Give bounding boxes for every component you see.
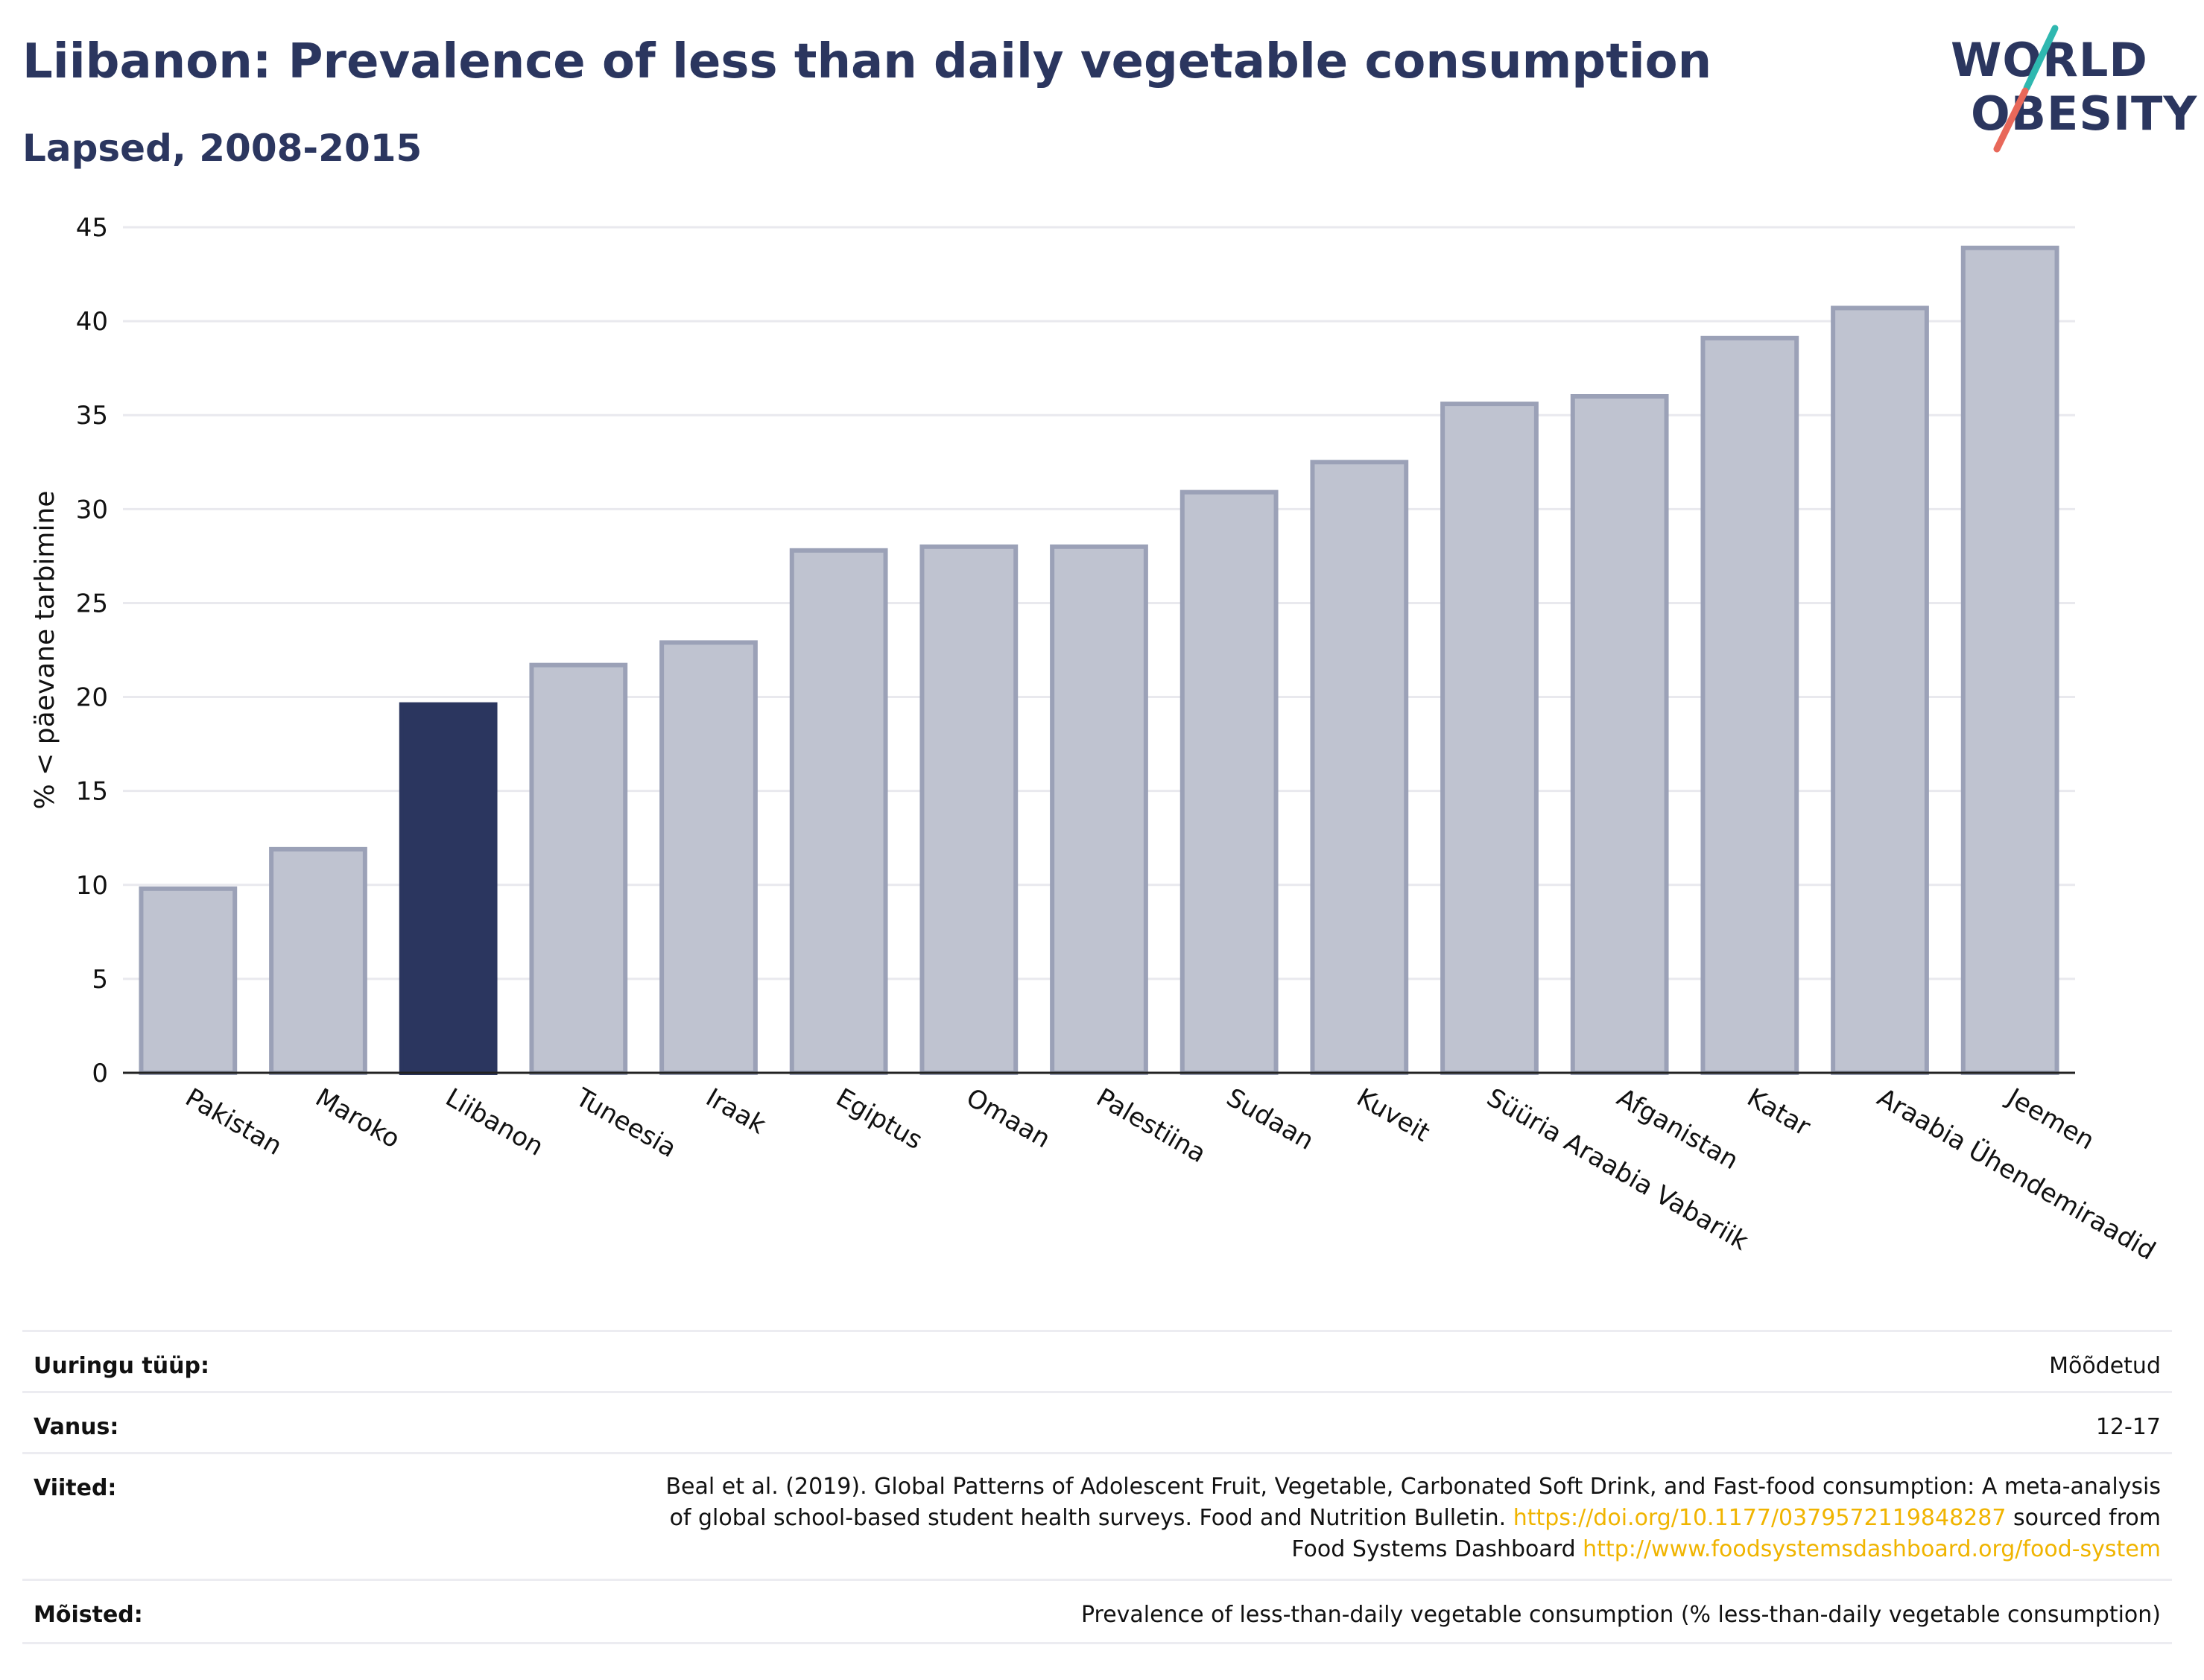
x-tick-label: Omaan — [961, 1083, 1056, 1154]
meta-value-definitions: Prevalence of less-than-daily vegetable … — [1080, 1602, 2161, 1628]
x-tick-label: Iraak — [701, 1083, 771, 1140]
y-tick-label: 10 — [76, 871, 108, 901]
bar — [919, 544, 1019, 1075]
x-tick-label: Palestiina — [1092, 1083, 1212, 1169]
bar — [1179, 489, 1279, 1075]
x-tick-label: Tuneesia — [570, 1083, 682, 1164]
x-tick-label: Sudaan — [1221, 1083, 1319, 1156]
bar — [1831, 305, 1929, 1075]
y-tick-label: 35 — [76, 401, 108, 431]
bar — [659, 640, 758, 1075]
bar — [529, 662, 628, 1075]
meta-label-age: Vanus: — [34, 1414, 119, 1440]
bar — [269, 846, 367, 1076]
doi-link[interactable]: https://doi.org/10.1177/0379572119848287 — [1513, 1505, 2007, 1531]
meta-value-age: 12-17 — [2095, 1414, 2161, 1440]
meta-row-definitions: Mõisted: Prevalence of less-than-daily v… — [22, 1579, 2172, 1644]
y-tick-label: 25 — [76, 589, 108, 618]
bar — [1440, 402, 1539, 1075]
reference-text-suffix: sourced from — [2006, 1505, 2161, 1531]
bar — [1570, 394, 1669, 1075]
meta-label-definitions: Mõisted: — [34, 1602, 143, 1628]
y-tick-label: 5 — [92, 965, 108, 995]
y-tick-label: 15 — [76, 777, 108, 807]
x-tick-label: Pakistan — [180, 1083, 287, 1161]
y-tick-label: 0 — [92, 1059, 108, 1088]
meta-row-references: Viited: Beal et al. (2019). Global Patte… — [22, 1452, 2172, 1579]
meta-value-references-line-2: of global school-based student health su… — [670, 1505, 2161, 1531]
bar — [139, 886, 238, 1076]
y-axis-label: % < päevane tarbimine — [30, 491, 60, 810]
bar — [1700, 335, 1799, 1075]
bar — [399, 702, 498, 1076]
reference-text: of global school-based student health su… — [669, 1505, 1513, 1531]
meta-label-survey-type: Uuringu tüüp: — [34, 1353, 209, 1379]
x-tick-label: Katar — [1742, 1083, 1816, 1142]
bar — [1310, 460, 1409, 1075]
chart-subtitle: Lapsed, 2008-2015 — [22, 127, 422, 170]
x-tick-label: Liibanon — [440, 1083, 548, 1162]
food-systems-link[interactable]: http://www.foodsystemsdashboard.org/food… — [1583, 1536, 2161, 1562]
bar — [1050, 544, 1148, 1075]
meta-row-age: Vanus: 12-17 — [22, 1391, 2172, 1453]
x-tick-label: Jeemen — [2001, 1082, 2099, 1156]
logo-slash-icon — [1993, 25, 2059, 153]
metadata-table: Uuringu tüüp: Mõõdetud Vanus: 12-17 Viit… — [22, 1330, 2172, 1644]
bar — [1960, 245, 2059, 1076]
chart-title: Liibanon: Prevalence of less than daily … — [22, 34, 1712, 89]
y-tick-label: 20 — [76, 683, 108, 713]
meta-row-survey-type: Uuringu tüüp: Mõõdetud — [22, 1330, 2172, 1392]
meta-label-references: Viited: — [34, 1475, 117, 1501]
bar — [789, 548, 888, 1075]
meta-value-references-line-3: Food Systems Dashboard http://www.foodsy… — [1291, 1536, 2161, 1562]
x-tick-label: Egiptus — [831, 1083, 928, 1156]
bar-chart: 0 5 10 15 20 25 30 35 40 45 % < päevane tarbimine P… — [30, 213, 2161, 1267]
x-tick-label: Kuveit — [1352, 1083, 1435, 1148]
y-tick-label: 30 — [76, 495, 108, 524]
y-tick-label: 40 — [76, 307, 108, 337]
reference-source-text: Food Systems Dashboard — [1291, 1536, 1583, 1562]
x-tick-label: Maroko — [311, 1083, 405, 1154]
meta-value-survey-type: Mõõdetud — [2049, 1353, 2161, 1379]
meta-value-references-line-1: Beal et al. (2019). Global Patterns of A… — [665, 1474, 2161, 1500]
y-tick-label: 45 — [76, 213, 108, 243]
world-obesity-logo: WORLD OBESITY — [1945, 22, 2197, 156]
